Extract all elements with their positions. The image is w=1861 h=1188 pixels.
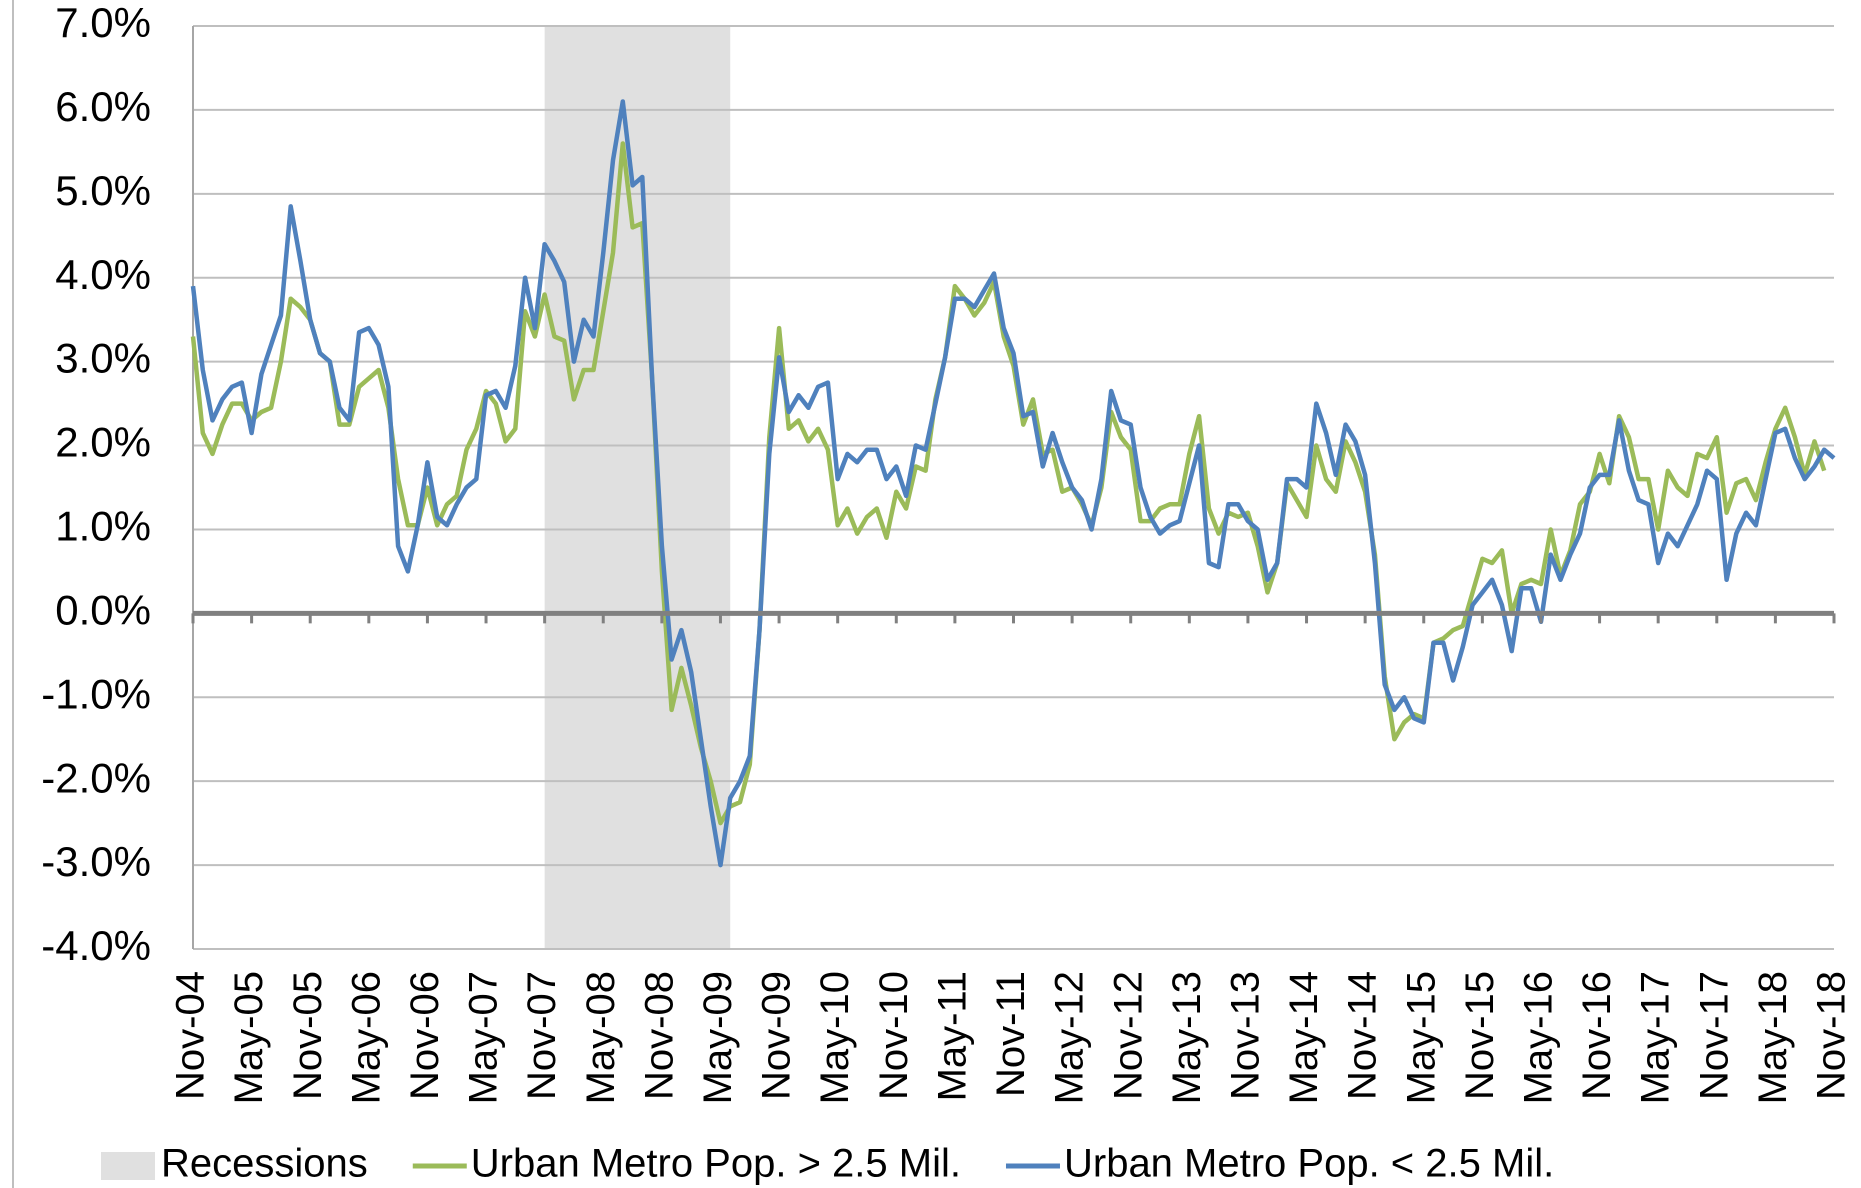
y-tick-label: 4.0% xyxy=(55,251,151,298)
y-tick-label: -4.0% xyxy=(41,922,151,969)
series-line xyxy=(190,99,1836,868)
y-tick-label: 7.0% xyxy=(55,0,151,46)
legend-label: Urban Metro Pop. < 2.5 Mil. xyxy=(1064,1142,1554,1186)
x-tick-label: Nov-06 xyxy=(403,971,447,1100)
x-tick-label: Nov-14 xyxy=(1341,971,1385,1100)
x-tick-label: Nov-13 xyxy=(1223,971,1267,1100)
x-tick-label: May-11 xyxy=(930,971,974,1101)
y-tick-label: 1.0% xyxy=(55,503,151,550)
x-tick-label: May-06 xyxy=(344,971,388,1104)
legend-swatch xyxy=(101,1152,155,1180)
x-tick-label: May-08 xyxy=(579,971,623,1104)
x-tick-label: Nov-08 xyxy=(637,971,681,1100)
recession-band xyxy=(544,26,731,949)
x-tick-label: Nov-09 xyxy=(755,971,799,1100)
x-tick-label: Nov-12 xyxy=(1106,971,1150,1100)
x-tick-label: May-05 xyxy=(227,971,271,1104)
x-tick-label: May-09 xyxy=(696,971,740,1104)
y-tick-label: -3.0% xyxy=(41,838,151,885)
x-tick-label: May-13 xyxy=(1165,971,1209,1104)
y-tick-label: 2.0% xyxy=(55,419,151,466)
x-tick-label: Nov-15 xyxy=(1458,971,1502,1100)
y-tick-label: 5.0% xyxy=(55,167,151,214)
y-tick-label: 6.0% xyxy=(55,83,151,130)
x-tick-label: Nov-16 xyxy=(1575,971,1619,1100)
legend-label: Urban Metro Pop. > 2.5 Mil. xyxy=(471,1142,961,1186)
x-tick-label: May-10 xyxy=(813,971,857,1104)
x-tick-label: May-16 xyxy=(1517,971,1561,1104)
y-tick-label: 0.0% xyxy=(55,586,151,633)
x-tick-label: May-07 xyxy=(462,971,506,1104)
x-tick-label: May-17 xyxy=(1634,971,1678,1104)
x-tick-label: Nov-07 xyxy=(520,971,564,1100)
y-tick-label: -1.0% xyxy=(41,670,151,717)
x-tick-label: May-15 xyxy=(1399,971,1443,1104)
x-tick-label: Nov-17 xyxy=(1692,971,1736,1100)
x-tick-label: Nov-10 xyxy=(872,971,916,1100)
x-tick-label: Nov-04 xyxy=(169,971,213,1100)
x-tick-label: May-14 xyxy=(1282,971,1326,1104)
x-tick-label: Nov-05 xyxy=(286,971,330,1100)
x-tick-label: Nov-18 xyxy=(1810,971,1854,1100)
x-tick-label: May-12 xyxy=(1048,971,1092,1104)
x-tick-label: May-18 xyxy=(1751,971,1795,1104)
y-tick-label: -2.0% xyxy=(41,754,151,801)
series-line xyxy=(190,141,1827,826)
legend-label: Recessions xyxy=(161,1142,368,1186)
y-tick-label: 3.0% xyxy=(55,335,151,382)
x-tick-label: Nov-11 xyxy=(989,971,1033,1097)
